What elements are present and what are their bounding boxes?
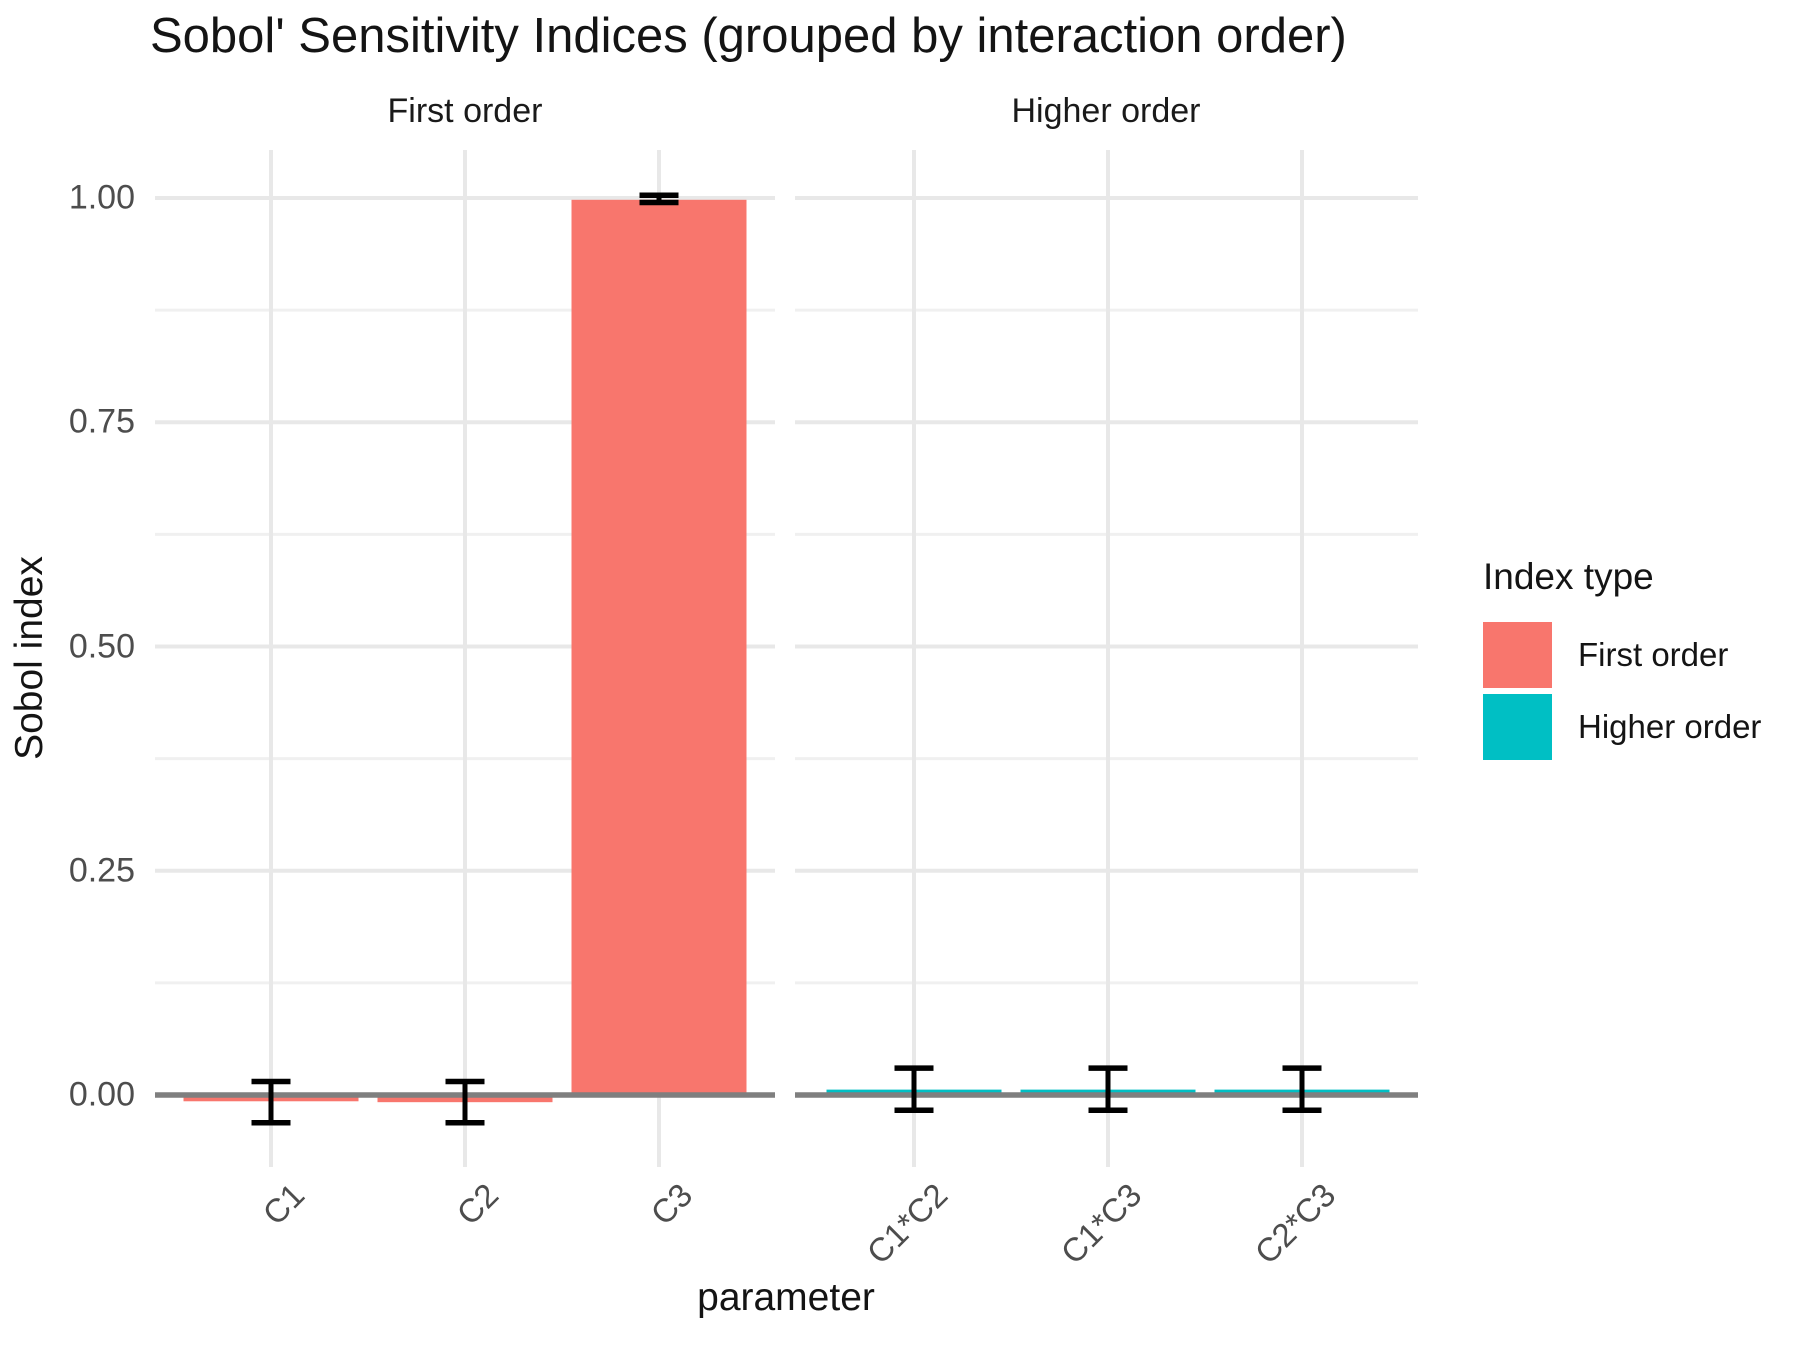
- y-tick-label-0.25: 0.25: [68, 851, 135, 890]
- legend-title: Index type: [1483, 556, 1654, 597]
- y-tick-label-0.75: 0.75: [68, 402, 135, 441]
- y-tick-label-1.00: 1.00: [68, 178, 135, 217]
- chart-title: Sobol' Sensitivity Indices (grouped by i…: [150, 9, 1347, 63]
- bar-C3: [571, 199, 747, 1095]
- legend-label-higher-order: Higher order: [1578, 708, 1762, 745]
- legend-item-higher-order: Higher order: [1483, 694, 1761, 760]
- legend-label-first-order: First order: [1578, 636, 1729, 673]
- legend-key-first-order: [1483, 622, 1552, 688]
- legend-item-first-order: First order: [1483, 622, 1761, 688]
- legend: Index type First order Higher order: [1483, 556, 1761, 766]
- y-tick-label-0.00: 0.00: [68, 1075, 135, 1114]
- legend-key-higher-order: [1483, 694, 1552, 760]
- facet-label-higher-order: Higher order: [1011, 92, 1201, 130]
- y-tick-label-0.50: 0.50: [68, 627, 135, 665]
- x-axis-title: parameter: [697, 1276, 875, 1319]
- facet-label-first-order: First order: [387, 92, 543, 130]
